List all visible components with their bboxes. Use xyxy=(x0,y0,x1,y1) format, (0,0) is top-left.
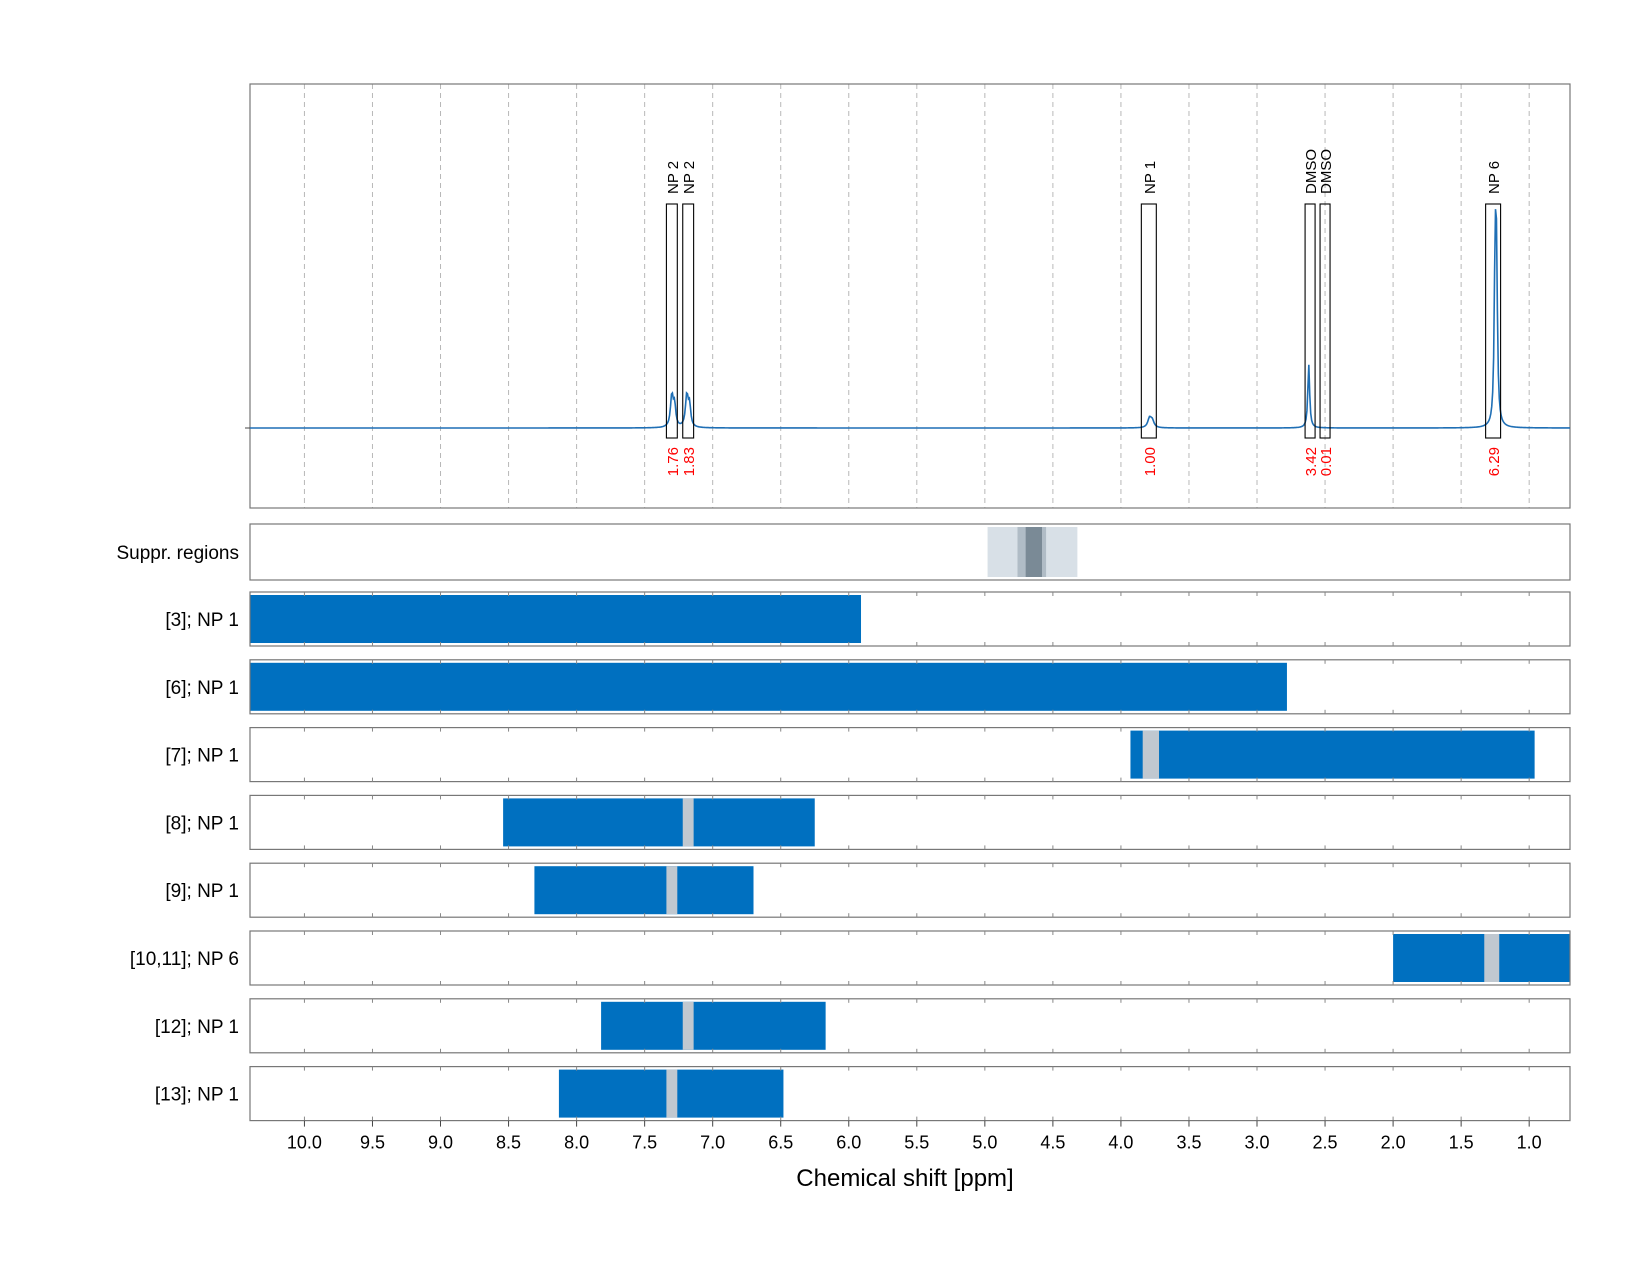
row-label: [12]; NP 1 xyxy=(155,1017,239,1038)
x-tick-label: 4.0 xyxy=(1108,1133,1133,1153)
assignment-gap xyxy=(1484,934,1500,982)
row-frame xyxy=(249,998,1571,1054)
assignment-row: [10,11]; NP 6 xyxy=(130,930,1571,986)
assignment-bar xyxy=(503,798,815,847)
annotation-label: NP 2 xyxy=(681,161,698,194)
integral-value: 3.42 xyxy=(1303,447,1320,476)
assignment-gap xyxy=(682,1001,694,1050)
suppression-frame xyxy=(249,523,1571,581)
assignment-row: [8]; NP 1 xyxy=(165,794,1571,851)
row-frame xyxy=(249,862,1571,918)
integral-value: 1.83 xyxy=(681,447,698,476)
x-tick-label: 9.5 xyxy=(360,1133,385,1153)
x-axis: 10.0 9.5 9.0 8.5 8.0 7.5 7.0 6.5 6.0 5.5 5.0 4.5 4.0… xyxy=(287,1120,1542,1153)
row-frame xyxy=(249,794,1571,851)
assignment-gap xyxy=(666,866,678,915)
assignment-bar xyxy=(601,1001,826,1050)
assignment-row: [6]; NP 1 xyxy=(165,659,1571,715)
row-frame xyxy=(249,591,1571,647)
suppression-band xyxy=(1025,527,1042,577)
row-label: [3]; NP 1 xyxy=(165,610,239,631)
suppression-panel: Suppr. regions xyxy=(116,523,1571,581)
x-tick-label: 1.0 xyxy=(1517,1133,1542,1153)
integral-value: 1.00 xyxy=(1142,447,1159,476)
assignment-gap xyxy=(666,1069,678,1118)
assignment-rows: [3]; NP 1 [6]; NP 1 [7]; NP 1 [8]; NP 1 [9];… xyxy=(130,591,1571,1122)
grid-lines xyxy=(303,84,1530,508)
x-tick-label: 10.0 xyxy=(287,1133,322,1153)
row-frame xyxy=(249,1065,1571,1122)
x-tick-label: 5.5 xyxy=(904,1133,929,1153)
annotation-label: DMSO xyxy=(1303,149,1320,194)
annotation-box xyxy=(682,203,695,439)
integral-value: 1.76 xyxy=(665,447,682,476)
row-label: [7]; NP 1 xyxy=(165,746,239,767)
x-tick-label: 7.5 xyxy=(632,1133,657,1153)
suppression-label: Suppr. regions xyxy=(116,543,239,564)
row-frame xyxy=(249,726,1571,783)
spectrum-frame xyxy=(249,83,1571,509)
assignment-row: [12]; NP 1 xyxy=(155,998,1571,1054)
row-label: [8]; NP 1 xyxy=(165,813,239,834)
row-label: [13]; NP 1 xyxy=(155,1085,239,1106)
annotation-box xyxy=(1319,203,1331,439)
row-label: [9]; NP 1 xyxy=(165,881,239,902)
annotation-label: DMSO xyxy=(1318,149,1335,194)
assignment-bar xyxy=(1130,730,1535,779)
x-tick-label: 8.5 xyxy=(496,1133,521,1153)
x-tick-label: 8.0 xyxy=(564,1133,589,1153)
assignment-row: [13]; NP 1 xyxy=(155,1065,1571,1122)
annotation-box xyxy=(1304,203,1316,439)
x-tick-label: 7.0 xyxy=(700,1133,725,1153)
integral-value: 6.29 xyxy=(1486,447,1503,476)
x-tick-label: 2.0 xyxy=(1381,1133,1406,1153)
x-tick-label: 9.0 xyxy=(428,1133,453,1153)
assignment-bar xyxy=(1393,934,1570,982)
annotation-box xyxy=(665,203,678,439)
x-tick-label: 2.5 xyxy=(1313,1133,1338,1153)
x-tick-label: 6.0 xyxy=(836,1133,861,1153)
annotation-label: NP 2 xyxy=(665,161,682,194)
assignment-row: [9]; NP 1 xyxy=(165,862,1571,918)
row-label: [6]; NP 1 xyxy=(165,678,239,699)
annotation-label: NP 1 xyxy=(1142,161,1159,194)
annotation-box xyxy=(1140,203,1157,439)
x-tick-label: 1.5 xyxy=(1449,1133,1474,1153)
x-tick-label: 3.5 xyxy=(1176,1133,1201,1153)
row-frame xyxy=(249,930,1571,986)
row-label: [10,11]; NP 6 xyxy=(130,949,239,970)
assignment-bar xyxy=(250,662,1287,711)
annotation-box xyxy=(1485,203,1502,439)
assignment-gap xyxy=(1142,730,1160,779)
assignment-row: [7]; NP 1 xyxy=(165,726,1571,783)
peak-annotations: NP 2 1.76 NP 2 1.83 NP 1 1.00 DMSO 3.42 DMSO 0.01… xyxy=(665,149,1503,476)
row-frame xyxy=(249,659,1571,715)
x-tick-label: 3.0 xyxy=(1244,1133,1269,1153)
spectrum-line xyxy=(250,209,1570,429)
spectrum-panel xyxy=(245,83,1571,509)
x-axis-label: Chemical shift [ppm] xyxy=(796,1165,1013,1192)
assignment-row: [3]; NP 1 xyxy=(165,591,1571,647)
x-tick-label: 6.5 xyxy=(768,1133,793,1153)
integral-value: 0.01 xyxy=(1318,447,1335,476)
assignment-bar xyxy=(534,866,754,915)
x-tick-label: 4.5 xyxy=(1040,1133,1065,1153)
assignment-bar xyxy=(250,595,862,643)
annotation-label: NP 6 xyxy=(1486,161,1503,194)
assignment-gap xyxy=(682,798,694,847)
x-tick-label: 5.0 xyxy=(972,1133,997,1153)
